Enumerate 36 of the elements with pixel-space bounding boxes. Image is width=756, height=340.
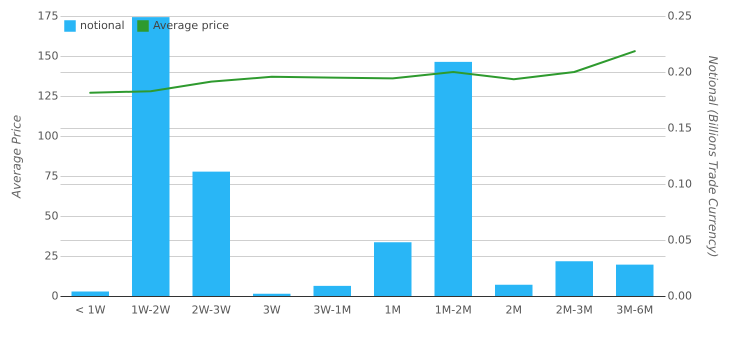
x-tick-label: 2M-3M [556,304,593,316]
y2-tick-label: 0.05 [668,234,692,246]
y-tick-label: 150 [38,50,58,62]
y-tick-label: 100 [38,130,58,142]
bar [71,292,110,296]
bar [434,62,472,296]
y-tick-label: 50 [44,210,58,222]
x-tick-label: < 1W [74,304,106,316]
x-tick-label: 1W-2W [131,304,171,316]
y2-tick-label: 0.25 [668,10,692,22]
y2-tick-label: 0.15 [668,122,692,134]
y2-tick-label: 0.20 [668,66,692,78]
bar [374,242,412,296]
x-tick-label: 3M-6M [616,304,654,316]
bar [313,286,352,296]
line-series [89,50,636,94]
bar [494,284,533,296]
x-tick-label: 1M [384,304,401,316]
y2-tick-label: 0.00 [668,290,692,302]
y-tick-label: 175 [38,10,58,22]
bar [192,172,230,296]
y-axis-title: Average Price [10,114,24,200]
x-tick-label: 2W-3W [192,304,232,316]
y-tick-label: 125 [38,90,58,102]
y-tick-label: 0 [52,290,58,302]
y2-tick-label: 0.10 [668,178,692,190]
x-tick-label: 3W-1M [313,304,352,316]
x-tick-label: 3W [262,304,281,316]
x-tick-label: 1M-2M [434,304,472,316]
legend-label: notional [80,19,125,32]
y-tick-label: 75 [44,170,58,182]
bar [555,261,594,296]
y2-axis-title: Notional (Billions Trade Currency) [706,56,720,258]
y-tick-label: 25 [44,250,58,262]
bar [616,264,654,296]
x-tick-label: 2M [506,304,522,316]
